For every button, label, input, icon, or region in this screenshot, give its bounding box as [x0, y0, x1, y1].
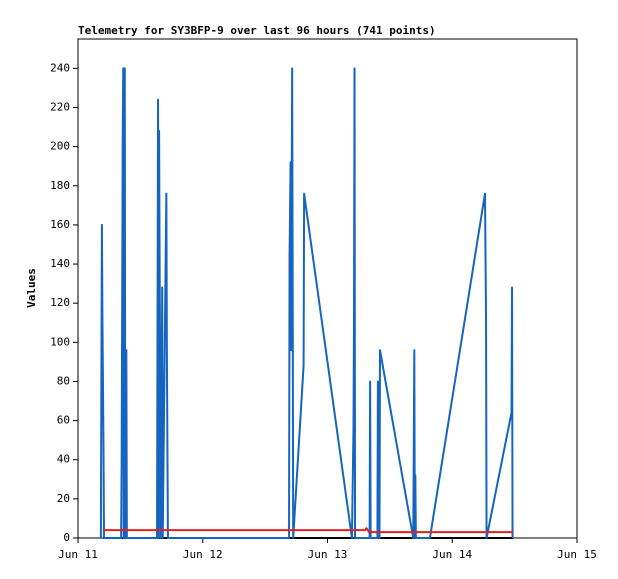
- y-tick-label: 100: [50, 335, 70, 348]
- y-tick-label: 120: [50, 296, 70, 309]
- y-tick-label: 240: [50, 61, 70, 74]
- chart-title: Telemetry for SY3BFP-9 over last 96 hour…: [78, 24, 436, 37]
- y-tick-label: 40: [57, 453, 70, 466]
- y-tick-label: 180: [50, 179, 70, 192]
- y-axis-label: Values: [25, 268, 38, 308]
- series-line: [102, 527, 514, 534]
- y-tick-label: 160: [50, 218, 70, 231]
- y-tick-label: 140: [50, 257, 70, 270]
- y-tick-label: 200: [50, 140, 70, 153]
- x-tick-label: Jun 15: [557, 548, 597, 561]
- y-tick-label: 220: [50, 100, 70, 113]
- x-tick-label: Jun 11: [58, 548, 98, 561]
- y-tick-label: 20: [57, 492, 70, 505]
- y-tick-label: 60: [57, 414, 70, 427]
- x-tick-label: Jun 12: [183, 548, 223, 561]
- x-tick-label: Jun 13: [308, 548, 348, 561]
- x-tick-label: Jun 14: [432, 548, 472, 561]
- y-tick-label: 80: [57, 374, 70, 387]
- y-tick-label: 0: [63, 531, 70, 544]
- series-line: [99, 67, 514, 539]
